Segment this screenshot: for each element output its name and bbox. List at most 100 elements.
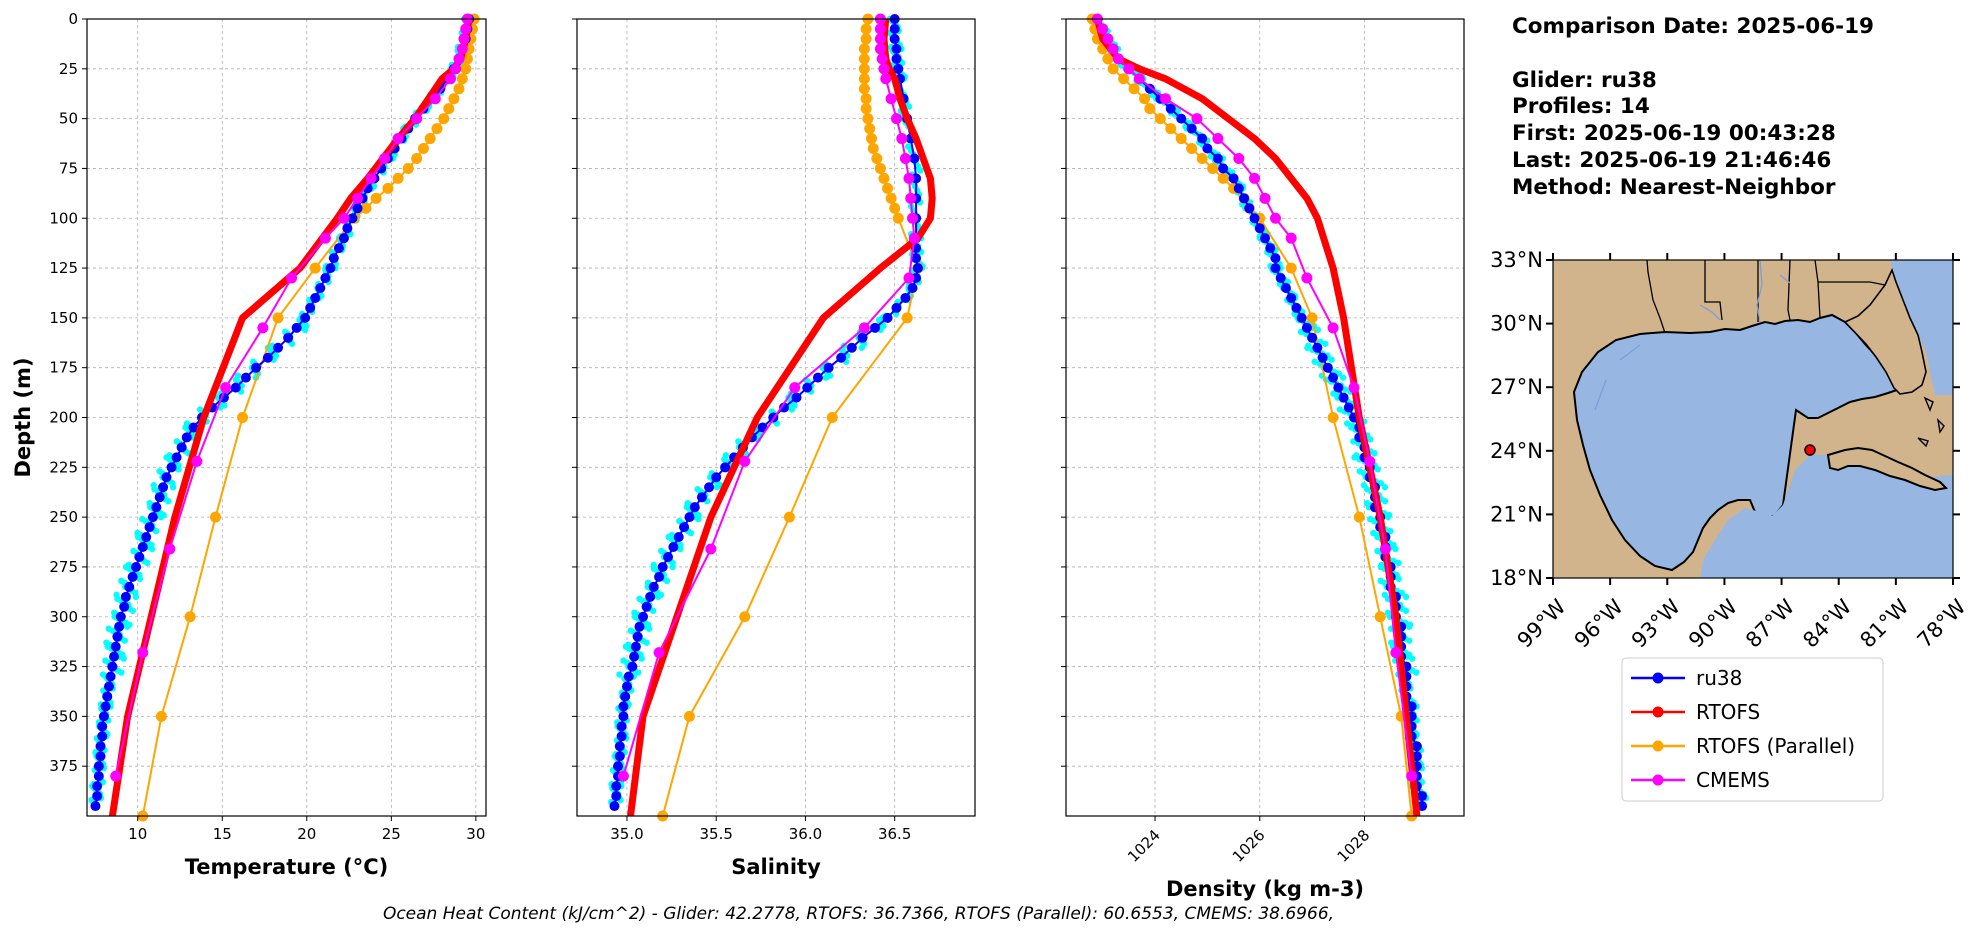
legend-label: CMEMS: [1696, 768, 1770, 792]
glider-sample-point: [1413, 669, 1420, 676]
series-marker: [1165, 103, 1176, 114]
series-marker: [272, 312, 284, 324]
glider-sample-point: [905, 103, 913, 110]
series-marker: [860, 33, 872, 45]
series-marker: [1259, 192, 1271, 204]
series-marker: [911, 253, 922, 264]
series-marker: [127, 571, 138, 582]
series-marker: [460, 23, 472, 35]
series-marker: [392, 172, 404, 184]
series-ru38: [90, 14, 475, 812]
series-marker: [614, 741, 625, 752]
series-marker: [613, 761, 624, 772]
series-marker: [893, 63, 904, 74]
y-tick-label: 200: [49, 409, 78, 427]
series-marker: [431, 123, 443, 135]
series-marker: [870, 322, 881, 333]
series-marker: [171, 452, 182, 463]
y-tick-label: 325: [49, 658, 78, 676]
series-marker: [874, 43, 886, 55]
series-marker: [891, 43, 902, 54]
series-marker: [1197, 133, 1208, 144]
series-marker: [181, 432, 192, 443]
series-marker: [789, 382, 801, 394]
series-marker: [1328, 372, 1339, 383]
series-marker: [1364, 455, 1376, 467]
series-marker: [95, 741, 106, 752]
series-marker: [857, 332, 868, 343]
glider-sample-point: [645, 625, 653, 632]
series-marker: [858, 73, 870, 85]
series-marker: [105, 671, 116, 682]
series-marker: [889, 23, 900, 34]
series-marker: [684, 512, 695, 523]
legend-label: RTOFS (Parallel): [1696, 734, 1855, 758]
series-marker: [1239, 193, 1250, 204]
series-marker: [705, 543, 717, 555]
series-marker: [1306, 312, 1318, 324]
series-marker: [1107, 63, 1119, 75]
series-marker: [1390, 647, 1402, 659]
atlantic-ocean: [1890, 260, 1953, 395]
glider-location-marker: [1804, 444, 1816, 456]
series-marker: [654, 571, 665, 582]
series-marker: [402, 162, 414, 174]
series-marker: [1196, 152, 1208, 164]
series-marker: [1102, 33, 1114, 45]
glider-sample-point: [663, 577, 671, 585]
series-marker: [860, 103, 872, 115]
series-marker: [134, 551, 145, 562]
series-marker: [648, 581, 659, 592]
series-marker: [812, 372, 823, 383]
series-marker: [880, 73, 892, 85]
y-tick-label: 250: [49, 508, 78, 526]
series-marker: [103, 681, 114, 692]
x-tick-label: 1026: [1229, 826, 1269, 866]
series-marker: [1270, 263, 1281, 274]
y-tick-label: 300: [49, 608, 78, 626]
series-marker: [1118, 73, 1130, 85]
series-marker: [1186, 143, 1198, 155]
series-marker: [871, 152, 883, 164]
series-marker: [424, 133, 436, 145]
series-marker: [1249, 213, 1260, 224]
series-marker: [453, 53, 465, 65]
glider-sample-point: [638, 655, 645, 662]
series-marker: [673, 532, 684, 543]
series-marker: [860, 93, 872, 105]
series-marker: [616, 721, 627, 732]
series-marker: [617, 770, 629, 782]
glider-name: Glider: ru38: [1512, 67, 1657, 93]
series-marker: [325, 263, 336, 274]
series-marker: [802, 382, 813, 393]
x-tick-label: 36.0: [789, 825, 822, 843]
series-marker: [90, 801, 101, 812]
x-tick-label: 1028: [1334, 826, 1374, 866]
series-marker: [458, 33, 470, 45]
series-marker: [209, 511, 221, 523]
series-marker: [630, 641, 641, 652]
glider-sample-point: [136, 575, 144, 583]
series-marker: [1191, 113, 1203, 125]
series-marker: [903, 172, 915, 184]
lat-tick-label: 30°N: [1490, 312, 1543, 336]
series-marker: [188, 422, 199, 433]
series-marker: [1260, 233, 1270, 244]
series-marker: [1133, 73, 1145, 85]
glider-scatter-cloud: [1089, 15, 1430, 808]
lat-tick-label: 33°N: [1490, 248, 1543, 272]
glider-sample-point: [643, 639, 650, 646]
series-marker: [262, 352, 273, 363]
series-marker: [154, 492, 165, 503]
series-line: [627, 18, 936, 817]
glider-sample-point: [1371, 450, 1378, 457]
series-marker: [779, 402, 790, 413]
series-marker: [900, 292, 911, 303]
series-marker: [739, 611, 751, 623]
y-tick-label: 275: [49, 558, 78, 576]
bahamas: [1917, 396, 1945, 448]
series-marker: [1097, 23, 1109, 35]
legend-box: [1621, 657, 1884, 802]
glider-sample-point: [669, 563, 676, 571]
series-ru38: [609, 14, 923, 812]
